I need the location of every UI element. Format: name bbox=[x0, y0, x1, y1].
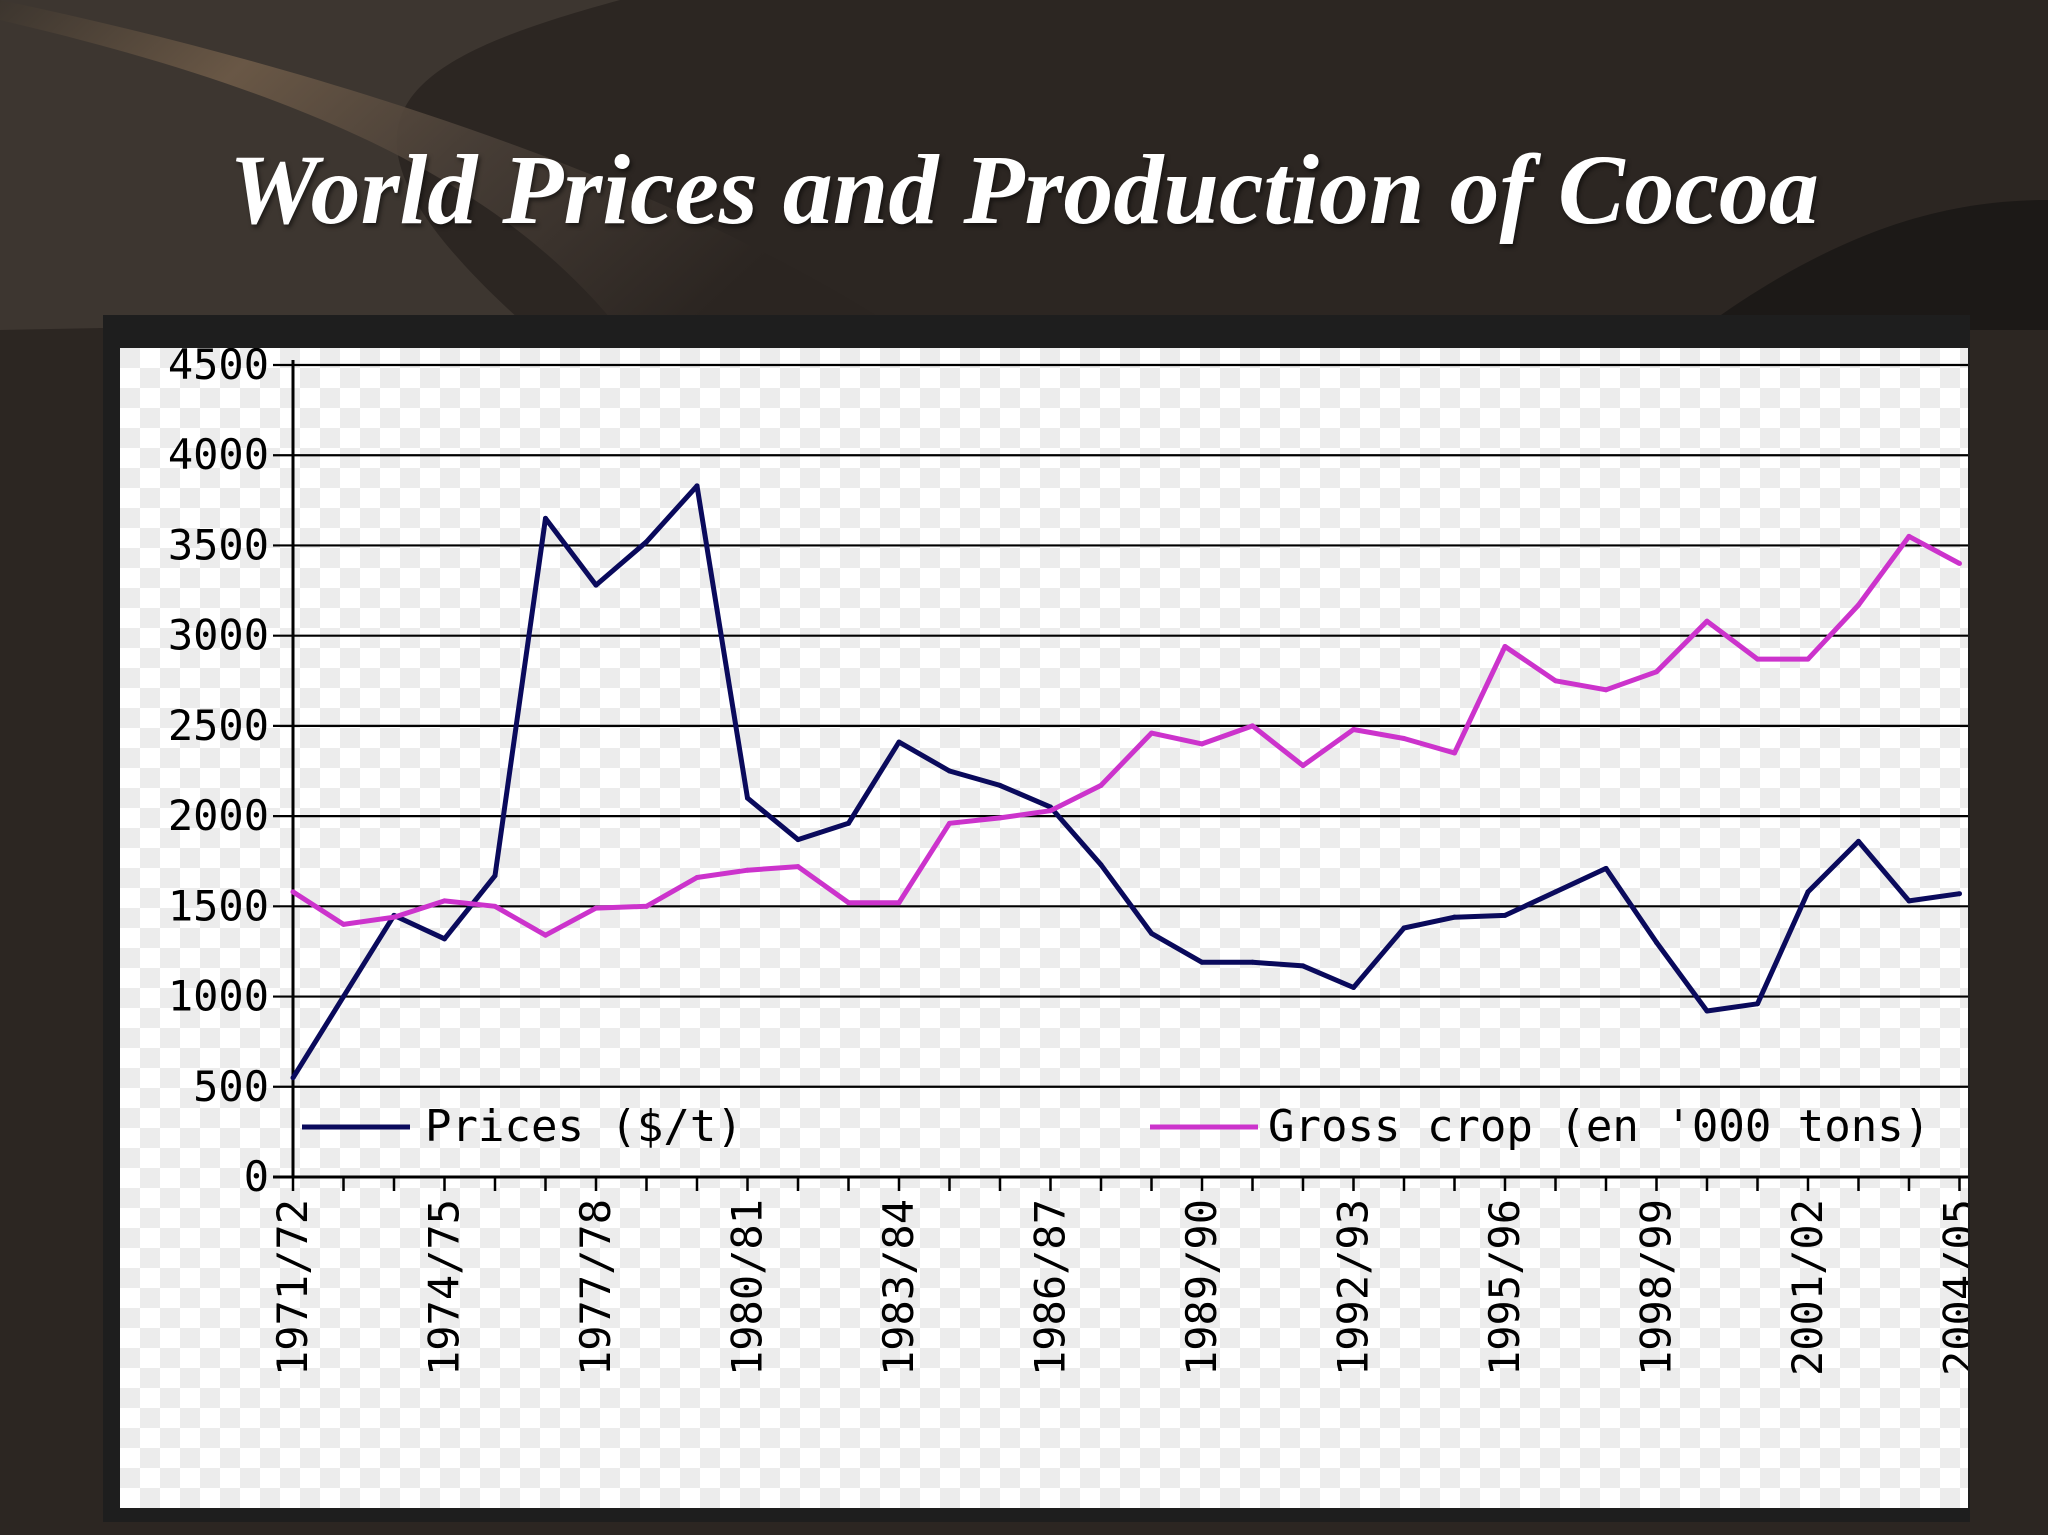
y-tick-label-0: 0 bbox=[244, 1152, 269, 1201]
data-point-1-1988/89 bbox=[1149, 730, 1154, 736]
data-point-1-1996/97 bbox=[1553, 678, 1558, 684]
data-point-1-1990/91 bbox=[1250, 723, 1255, 729]
data-point-1-1981/82 bbox=[795, 864, 801, 870]
legend: Prices ($/t) Gross crop (en '000 tons) bbox=[302, 1101, 1930, 1152]
data-point-1-1978/79 bbox=[644, 903, 649, 909]
data-point-0-1997/98 bbox=[1603, 865, 1609, 871]
y-tick-label-1500: 1500 bbox=[168, 881, 269, 930]
data-point-1-1999/00 bbox=[1704, 618, 1710, 624]
data-point-1-1975/76 bbox=[492, 903, 498, 909]
axes: 0 500 1000 1500 2000 2500 3000 3500 4000 4500 1971… bbox=[168, 348, 1968, 1376]
data-point-0-1989/90 bbox=[1199, 959, 1205, 965]
y-tick-label-2500: 2500 bbox=[168, 701, 269, 750]
x-tick-label-1980/81: 1980/81 bbox=[723, 1199, 772, 1376]
data-point-0-1982/83 bbox=[846, 820, 851, 826]
x-tick-label-1971/72: 1971/72 bbox=[268, 1199, 317, 1376]
data-point-0-1987/88 bbox=[1098, 862, 1104, 868]
data-point-0-1993/94 bbox=[1401, 925, 1407, 931]
data-point-1-1997/98 bbox=[1603, 687, 1609, 693]
data-point-1-1986/87 bbox=[1048, 808, 1053, 814]
data-point-1-1979/80 bbox=[694, 874, 700, 880]
data-point-1-1977/78 bbox=[593, 905, 599, 911]
data-point-0-1991/92 bbox=[1300, 963, 1306, 969]
legend-label-1: Gross crop (en '000 tons) bbox=[1268, 1101, 1930, 1152]
x-tick-label-1977/78: 1977/78 bbox=[571, 1199, 620, 1376]
data-point-0-2002/03 bbox=[1856, 838, 1861, 844]
series-lines bbox=[290, 483, 1962, 1081]
data-point-0-1992/93 bbox=[1351, 985, 1356, 991]
data-point-0-2003/04 bbox=[1906, 898, 1912, 904]
y-tick-label-500: 500 bbox=[193, 1062, 269, 1111]
data-point-0-1976/77 bbox=[543, 515, 548, 521]
data-point-1-2003/04 bbox=[1906, 533, 1912, 539]
data-point-1-1985/86 bbox=[997, 815, 1003, 821]
y-tick-label-3000: 3000 bbox=[168, 611, 269, 660]
data-point-0-1979/80 bbox=[694, 483, 700, 489]
gridlines bbox=[273, 363, 1968, 1088]
data-point-1-1994/95 bbox=[1452, 750, 1457, 756]
data-point-1-1989/90 bbox=[1199, 741, 1205, 747]
data-point-1-1982/83 bbox=[846, 900, 851, 906]
data-point-1-2004/05 bbox=[1957, 560, 1962, 566]
data-point-0-1975/76 bbox=[492, 873, 498, 879]
data-point-1-2002/03 bbox=[1856, 602, 1861, 608]
data-point-1-2000/01 bbox=[1755, 656, 1760, 662]
y-tick-label-4500: 4500 bbox=[168, 348, 269, 389]
data-point-1-1984/85 bbox=[947, 820, 952, 826]
y-tick-label-2000: 2000 bbox=[168, 791, 269, 840]
data-point-0-1983/84 bbox=[896, 739, 902, 745]
data-point-1-1987/88 bbox=[1098, 782, 1104, 788]
data-point-0-1988/89 bbox=[1149, 930, 1154, 936]
legend-label-0: Prices ($/t) bbox=[425, 1101, 743, 1152]
data-point-1-1993/94 bbox=[1401, 736, 1407, 742]
y-tick-label-3500: 3500 bbox=[168, 520, 269, 569]
data-point-1-1980/81 bbox=[745, 867, 750, 873]
x-tick-label-2004/05: 2004/05 bbox=[1935, 1199, 1969, 1376]
data-point-0-2001/02 bbox=[1805, 889, 1811, 895]
x-tick-label-1974/75: 1974/75 bbox=[420, 1199, 469, 1376]
series-line-1 bbox=[291, 533, 1961, 938]
data-point-0-1977/78 bbox=[593, 582, 599, 588]
data-point-0-1994/95 bbox=[1452, 914, 1457, 920]
x-tick-label-1992/93: 1992/93 bbox=[1329, 1199, 1378, 1376]
data-point-1-1971/72 bbox=[290, 889, 296, 895]
data-point-0-1978/79 bbox=[644, 539, 649, 545]
data-point-0-1990/91 bbox=[1250, 959, 1255, 965]
y-tick-label-4000: 4000 bbox=[168, 430, 269, 479]
data-point-1-1973/74 bbox=[391, 914, 397, 920]
data-point-0-1984/85 bbox=[947, 768, 952, 774]
data-point-0-2004/05 bbox=[1957, 891, 1962, 897]
data-point-1-1992/93 bbox=[1351, 726, 1356, 732]
data-point-0-1980/81 bbox=[745, 795, 750, 801]
data-point-0-1999/00 bbox=[1704, 1008, 1710, 1014]
data-point-1-1983/84 bbox=[896, 900, 902, 906]
cocoa-line-chart: 0 500 1000 1500 2000 2500 3000 3500 4000 4500 1971… bbox=[120, 348, 1968, 1508]
data-point-0-1996/97 bbox=[1553, 889, 1558, 895]
series-line-0 bbox=[290, 483, 1960, 1080]
y-tick-label-1000: 1000 bbox=[168, 972, 269, 1021]
x-tick-label-2001/02: 2001/02 bbox=[1783, 1199, 1832, 1376]
data-point-1-1998/99 bbox=[1654, 669, 1659, 675]
x-tick-label-1983/84: 1983/84 bbox=[874, 1199, 923, 1376]
data-point-1-1976/77 bbox=[543, 932, 548, 938]
data-point-0-1995/96 bbox=[1502, 912, 1508, 918]
data-point-0-1981/82 bbox=[795, 837, 801, 843]
x-tick-label-1989/90: 1989/90 bbox=[1177, 1199, 1226, 1376]
data-point-1-1974/75 bbox=[442, 898, 447, 904]
chart-background bbox=[120, 348, 1968, 1508]
data-point-0-1998/99 bbox=[1654, 939, 1659, 945]
slide-title: World Prices and Production of Cocoa bbox=[229, 134, 1819, 245]
data-point-0-2000/01 bbox=[1755, 1001, 1760, 1007]
data-point-1-1972/73 bbox=[341, 921, 346, 927]
x-tick-label-1998/99: 1998/99 bbox=[1632, 1199, 1681, 1376]
data-point-0-1985/86 bbox=[997, 782, 1003, 788]
data-point-0-1974/75 bbox=[442, 936, 447, 942]
data-point-0-1971/72 bbox=[290, 1075, 296, 1081]
data-point-1-1991/92 bbox=[1300, 763, 1306, 769]
data-point-1-1995/96 bbox=[1502, 643, 1508, 649]
data-point-1-2001/02 bbox=[1805, 656, 1811, 662]
x-tick-label-1986/87: 1986/87 bbox=[1026, 1199, 1075, 1376]
x-tick-label-1995/96: 1995/96 bbox=[1480, 1199, 1529, 1376]
data-point-0-1972/73 bbox=[341, 994, 346, 1000]
